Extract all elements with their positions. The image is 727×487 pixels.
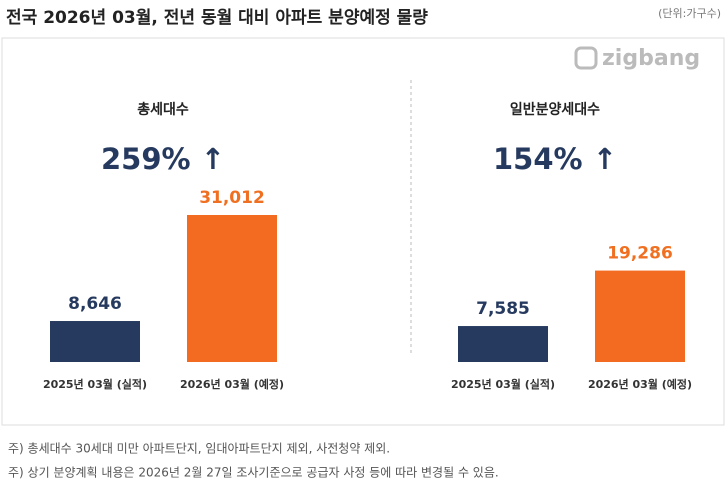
logo-icon	[574, 46, 598, 70]
bar	[50, 321, 140, 362]
value-label: 19,286	[607, 244, 673, 264]
note: 주) 총세대수 30세대 미만 아파트단지, 임대아파트단지 제외, 사전청약 …	[8, 441, 390, 456]
value-label: 7,585	[476, 299, 530, 319]
x-tick-label: 2025년 03월 (실적)	[451, 377, 555, 391]
chart-frame	[1, 37, 725, 426]
unit: (단위:가구수)	[658, 7, 721, 20]
value-label: 31,012	[199, 188, 265, 208]
note: 주) 상기 분양계획 내용은 2026년 2월 27일 조사기준으로 공급자 사…	[8, 466, 499, 480]
logo: zigbang	[574, 46, 700, 71]
panel-title: 일반분양세대수	[510, 101, 600, 118]
bar	[458, 326, 548, 362]
panel-title: 총세대수	[137, 102, 189, 118]
x-tick-label: 2026년 03월 (예정)	[180, 377, 284, 391]
page-title: 전국 2026년 03월, 전년 동월 대비 아파트 분양예정 물량	[6, 8, 428, 28]
annotation: 154% ↑	[493, 142, 617, 176]
logo-text: zigbang	[602, 46, 700, 71]
annotation: 259% ↑	[101, 142, 225, 176]
bar	[595, 270, 685, 362]
x-tick-label: 2026년 03월 (예정)	[588, 377, 692, 391]
bar	[187, 215, 277, 362]
value-label: 8,646	[68, 294, 122, 314]
x-tick-label: 2025년 03월 (실적)	[43, 377, 147, 391]
